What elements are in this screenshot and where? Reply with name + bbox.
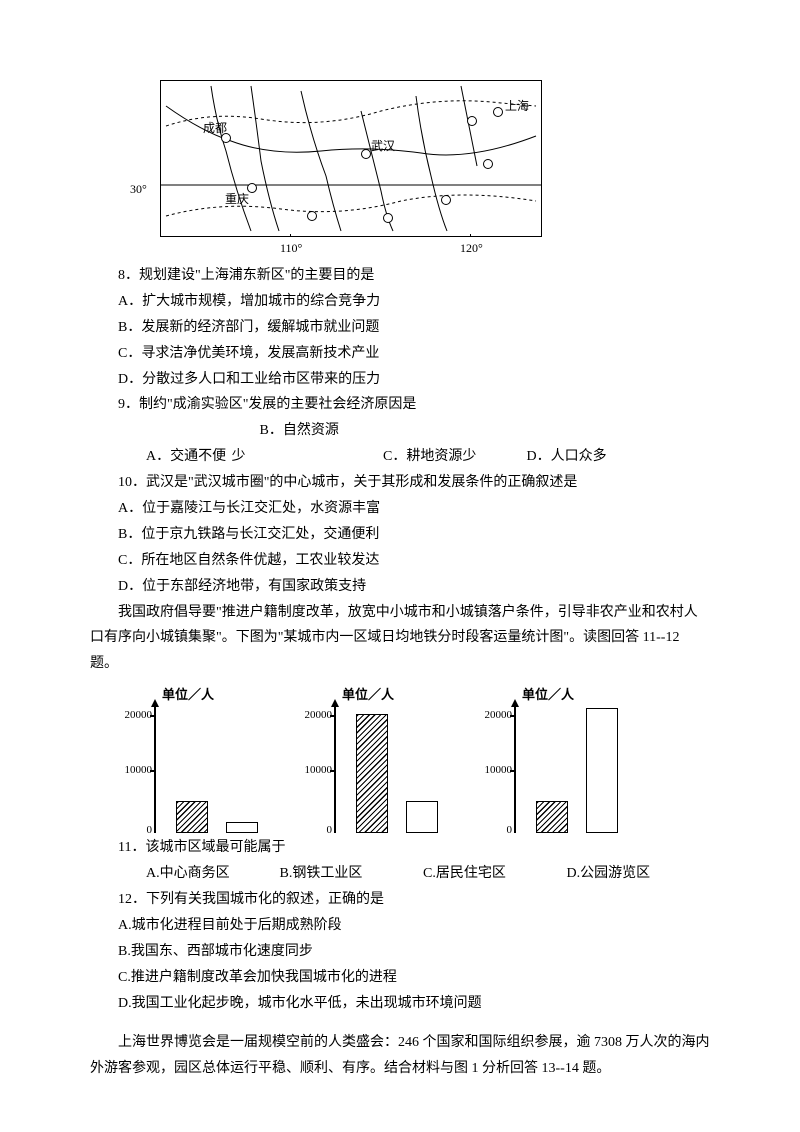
q12-opt-b: B.我国东、西部城市化速度同步 bbox=[90, 939, 710, 965]
y-axis: 20000 10000 0 bbox=[334, 705, 336, 833]
q8-stem: 8．规划建设"上海浦东新区"的主要目的是 bbox=[90, 263, 710, 289]
map-lon-axis: 110° 120° bbox=[160, 237, 540, 253]
bar-panel-3: 单位／人 20000 10000 0 bbox=[478, 683, 638, 833]
q8-opt-b: B．发展新的经济部门，缓解城市就业问题 bbox=[90, 315, 710, 341]
bar-panel-1: 单位／人 20000 10000 0 bbox=[118, 683, 278, 833]
q9-opt-b: B．自然资源少 bbox=[232, 418, 352, 470]
bar-1a bbox=[176, 801, 208, 833]
city-label-chengdu: 成都 bbox=[203, 117, 227, 139]
panel2-title: 单位／人 bbox=[342, 683, 394, 707]
city-dot bbox=[493, 107, 503, 117]
bar-2a bbox=[356, 714, 388, 833]
q8-opt-d: D．分散过多人口和工业给市区带来的压力 bbox=[90, 367, 710, 393]
map-box: 成都 重庆 武汉 上海 bbox=[160, 80, 542, 237]
city-dot bbox=[383, 213, 393, 223]
q10-opt-c: C．所在地区自然条件优越，工农业较发达 bbox=[90, 548, 710, 574]
ytick-20000: 20000 bbox=[118, 705, 152, 725]
q11-opt-a: A.中心商务区 bbox=[118, 861, 248, 887]
q10-opt-b: B．位于京九铁路与长江交汇处，交通便利 bbox=[90, 522, 710, 548]
q8-opt-a: A．扩大城市规模，增加城市的综合竞争力 bbox=[90, 289, 710, 315]
ytick-20000: 20000 bbox=[298, 705, 332, 725]
q11-opt-b: B.钢铁工业区 bbox=[252, 861, 392, 887]
q9-stem: 9．制约"成渝实验区"发展的主要社会经济原因是 bbox=[90, 392, 710, 418]
panel3-title: 单位／人 bbox=[522, 683, 574, 707]
q10-opt-a: A．位于嘉陵江与长江交汇处，水资源丰富 bbox=[90, 496, 710, 522]
lon-label-120: 120° bbox=[460, 237, 483, 259]
bar-2b bbox=[406, 801, 438, 833]
bar-panel-2: 单位／人 20000 10000 0 bbox=[298, 683, 458, 833]
q12-opt-c: C.推进户籍制度改革会加快我国城市化的进程 bbox=[90, 965, 710, 991]
ytick-10000: 10000 bbox=[118, 760, 152, 780]
ytick-0: 0 bbox=[298, 820, 332, 840]
q12-opt-d: D.我国工业化起步晚，城市化水平低，未出现城市环境问题 bbox=[90, 991, 710, 1017]
city-label-shanghai: 上海 bbox=[505, 95, 529, 117]
q9-opt-c: C．耕地资源少 bbox=[355, 444, 495, 470]
q11-opt-c: C.居民住宅区 bbox=[395, 861, 535, 887]
q12-stem: 12．下列有关我国城市化的叙述，正确的是 bbox=[90, 887, 710, 913]
map-figure: 30° 成都 bbox=[160, 80, 540, 253]
q9-opt-a: A．交通不便 bbox=[118, 444, 228, 470]
bar-3b bbox=[586, 708, 618, 833]
intro-13-14: 上海世界博览会是一届规模空前的人类盛会：246 个国家和国际组织参展，逾 730… bbox=[90, 1030, 710, 1082]
ytick-0: 0 bbox=[478, 820, 512, 840]
city-dot-wuhan bbox=[361, 149, 371, 159]
bar-3a bbox=[536, 801, 568, 833]
y-axis: 20000 10000 0 bbox=[154, 705, 156, 833]
city-label-chongqing: 重庆 bbox=[225, 188, 249, 210]
y-axis: 20000 10000 0 bbox=[514, 705, 516, 833]
city-dot bbox=[441, 195, 451, 205]
bar-1b bbox=[226, 822, 258, 833]
q9-opt-d: D．人口众多 bbox=[499, 444, 607, 470]
bar-chart-figure: 单位／人 20000 10000 0 单位／人 20000 10000 0 bbox=[118, 683, 638, 833]
q11-options: A.中心商务区 B.钢铁工业区 C.居民住宅区 D.公园游览区 bbox=[90, 861, 710, 887]
q11-stem: 11．该城市区域最可能属于 bbox=[90, 835, 710, 861]
ytick-20000: 20000 bbox=[478, 705, 512, 725]
q10-stem: 10．武汉是"武汉城市圈"的中心城市，关于其形成和发展条件的正确叙述是 bbox=[90, 470, 710, 496]
city-dot bbox=[307, 211, 317, 221]
ytick-10000: 10000 bbox=[298, 760, 332, 780]
q8-opt-c: C．寻求洁净优美环境，发展高新技术产业 bbox=[90, 341, 710, 367]
q11-opt-d: D.公园游览区 bbox=[539, 861, 651, 887]
q9-options: A．交通不便 B．自然资源少 C．耕地资源少 D．人口众多 bbox=[90, 418, 710, 470]
city-dot bbox=[467, 116, 477, 126]
lon-label-110: 110° bbox=[280, 237, 302, 259]
city-label-wuhan: 武汉 bbox=[371, 135, 395, 157]
q10-opt-d: D．位于东部经济地带，有国家政策支持 bbox=[90, 574, 710, 600]
map-svg bbox=[161, 81, 541, 236]
ytick-10000: 10000 bbox=[478, 760, 512, 780]
city-dot bbox=[483, 159, 493, 169]
q12-opt-a: A.城市化进程目前处于后期成熟阶段 bbox=[90, 913, 710, 939]
panel1-title: 单位／人 bbox=[162, 683, 214, 707]
ytick-0: 0 bbox=[118, 820, 152, 840]
map-lat-label: 30° bbox=[130, 178, 147, 200]
intro-11-12: 我国政府倡导要"推进户籍制度改革，放宽中小城市和小城镇落户条件，引导非农产业和农… bbox=[90, 600, 710, 678]
